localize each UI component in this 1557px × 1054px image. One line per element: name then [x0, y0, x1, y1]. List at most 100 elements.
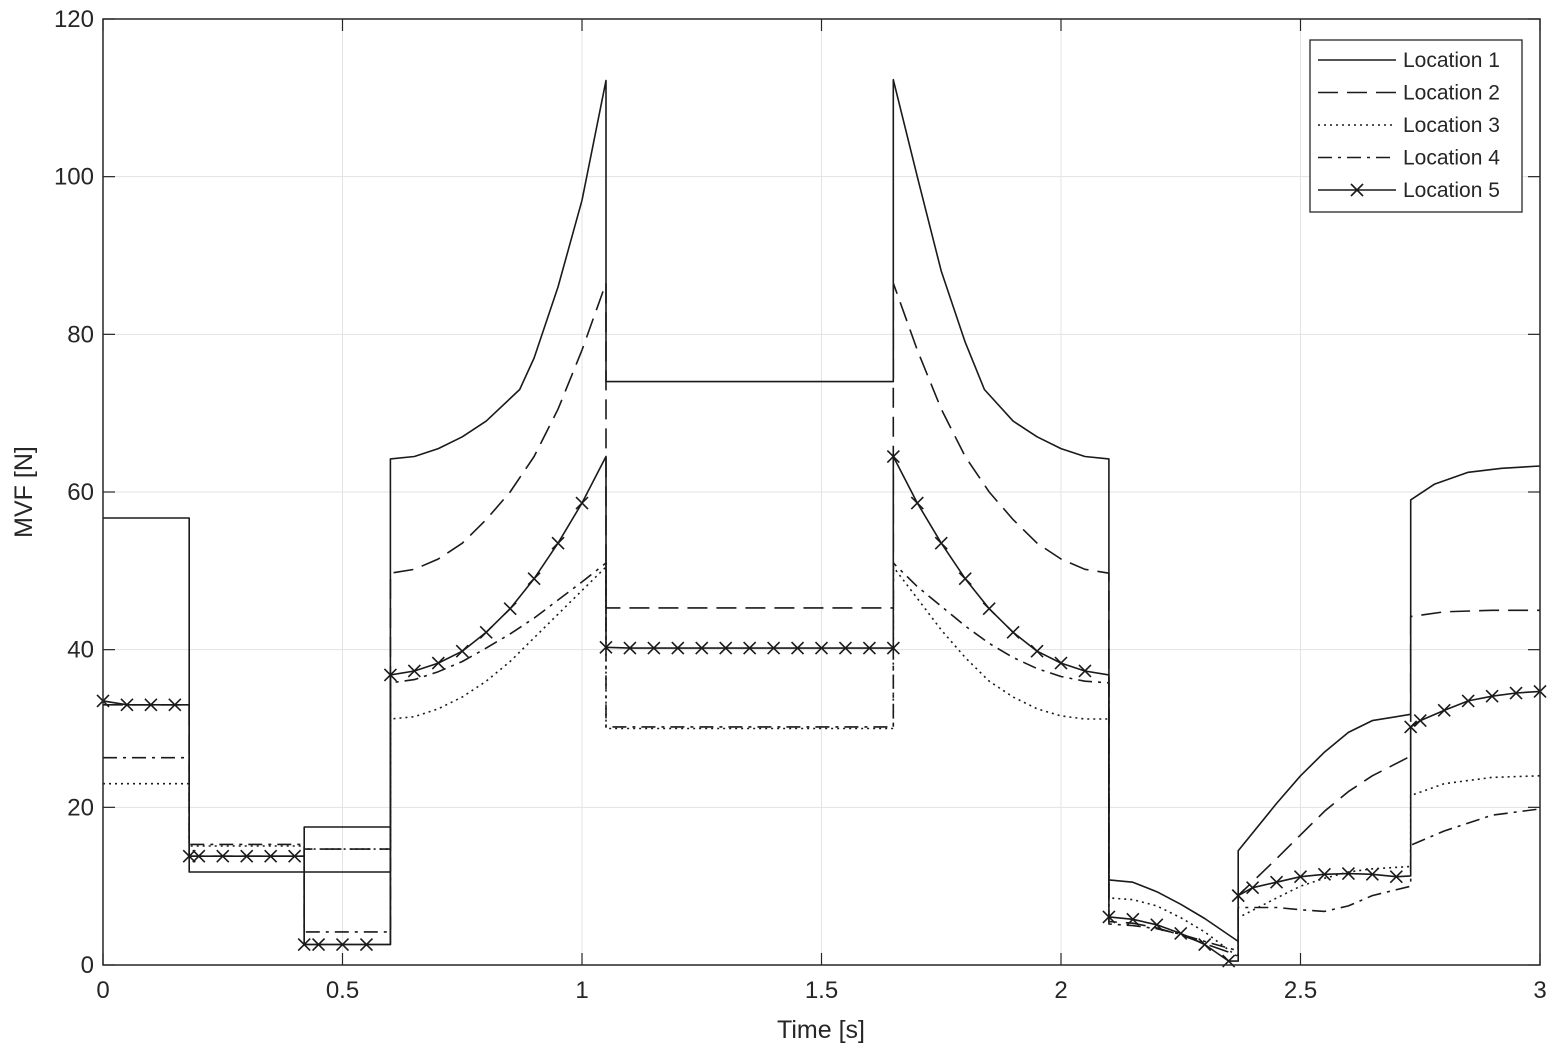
data-point-marker	[1246, 881, 1260, 895]
data-point-marker	[455, 644, 469, 658]
data-point-marker	[599, 640, 613, 654]
data-point-marker	[934, 536, 948, 550]
data-point-marker	[297, 937, 311, 952]
data-point-marker	[335, 937, 350, 952]
y-tick-label: 20	[67, 794, 94, 821]
y-tick-label: 60	[67, 479, 94, 506]
data-point-marker	[527, 572, 541, 586]
data-point-marker	[743, 641, 757, 655]
data-point-marker	[1102, 910, 1116, 924]
x-tick-label: 2	[1054, 977, 1067, 1004]
series-location-1	[103, 78, 1541, 946]
data-point-marker	[838, 641, 853, 655]
data-point-marker	[862, 641, 876, 655]
y-tick-label: 120	[54, 6, 94, 33]
series-line	[103, 566, 1541, 958]
data-point-marker	[1365, 867, 1379, 881]
data-point-marker	[1054, 656, 1068, 670]
data-point-marker	[264, 849, 278, 863]
data-point-marker	[144, 698, 158, 712]
x-tick-label: 3	[1533, 977, 1546, 1004]
legend-label: Location 2	[1403, 82, 1500, 105]
data-point-marker	[1341, 866, 1355, 881]
data-point-marker	[1006, 625, 1020, 639]
series-location-2	[103, 282, 1540, 957]
y-tick-label: 0	[81, 952, 94, 979]
data-point-marker	[551, 536, 565, 550]
series-line	[103, 78, 1541, 946]
series-line	[103, 282, 1540, 957]
y-tick-label: 80	[67, 321, 94, 348]
data-point-marker	[1231, 889, 1245, 903]
data-point-marker	[886, 449, 900, 464]
series-layer	[96, 78, 1547, 968]
series-location-3	[103, 566, 1541, 958]
data-point-marker	[407, 664, 421, 678]
x-tick-label: 0.5	[326, 977, 359, 1004]
data-point-marker	[1404, 720, 1418, 734]
data-point-marker	[1030, 644, 1044, 658]
x-tick-label: 0	[96, 977, 109, 1004]
data-point-marker	[120, 698, 134, 712]
series-location-5	[96, 449, 1547, 968]
data-point-marker	[886, 641, 900, 655]
data-point-marker	[192, 849, 206, 863]
data-point-marker	[1317, 867, 1332, 881]
series-location-4	[103, 562, 1541, 952]
legend-label: Location 1	[1403, 49, 1500, 72]
legend-marker	[1350, 183, 1364, 197]
data-point-marker	[182, 849, 196, 863]
data-point-marker	[1174, 926, 1188, 941]
data-point-marker	[1413, 714, 1427, 728]
data-point-marker	[719, 641, 733, 655]
data-point-marker	[168, 698, 182, 712]
legend-entry: Location 2	[1318, 82, 1500, 105]
data-point-marker	[910, 496, 924, 510]
legend-label: Location 5	[1403, 179, 1500, 202]
legend-box	[1309, 39, 1523, 213]
data-point-marker	[1461, 694, 1475, 708]
data-point-marker	[1198, 937, 1212, 952]
legend-entry: Location 1	[1318, 49, 1500, 72]
data-point-marker	[240, 849, 254, 863]
data-point-marker	[767, 641, 781, 655]
data-point-marker	[790, 641, 805, 655]
data-point-marker	[311, 937, 326, 952]
data-point-marker	[1078, 664, 1092, 678]
data-point-marker	[1293, 870, 1308, 884]
y-tick-label: 100	[54, 164, 94, 191]
y-tick-label: 40	[67, 637, 94, 664]
x-tick-label: 2.5	[1284, 977, 1317, 1004]
data-point-marker	[383, 668, 397, 682]
data-point-marker	[671, 641, 685, 655]
x-axis-label: Time [s]	[777, 1016, 865, 1044]
x-tick-label: 1.5	[805, 977, 838, 1004]
data-point-marker	[1150, 918, 1164, 932]
data-point-marker	[1269, 875, 1284, 889]
legend-label: Location 3	[1403, 114, 1500, 137]
axis-ticks: 0 0.5 1 1.5 2 2.5 3 0 20 40 60 80 100 120	[54, 6, 1547, 1004]
legend-label: Location 4	[1403, 147, 1500, 170]
data-point-marker	[958, 572, 972, 586]
data-point-marker	[1389, 870, 1403, 884]
data-point-marker	[359, 937, 374, 952]
x-tick-label: 1	[575, 977, 588, 1004]
data-point-marker	[431, 656, 445, 670]
legend-entry: Location 4	[1318, 147, 1500, 170]
data-point-marker	[1126, 912, 1140, 926]
data-point-marker	[216, 849, 230, 863]
data-point-marker	[503, 602, 517, 616]
legend: Location 1 Location 2 Location 3 Location 4…	[1309, 39, 1523, 213]
data-point-marker	[1437, 703, 1451, 717]
series-line	[103, 562, 1541, 952]
data-point-marker	[1485, 689, 1499, 703]
data-point-marker	[623, 641, 637, 655]
data-point-marker	[575, 496, 589, 510]
data-point-marker	[1509, 686, 1523, 700]
data-point-marker	[814, 641, 829, 655]
data-point-marker	[982, 602, 996, 616]
data-point-marker	[288, 849, 302, 863]
data-point-marker	[695, 641, 709, 655]
legend-entry: Location 3	[1318, 114, 1500, 137]
